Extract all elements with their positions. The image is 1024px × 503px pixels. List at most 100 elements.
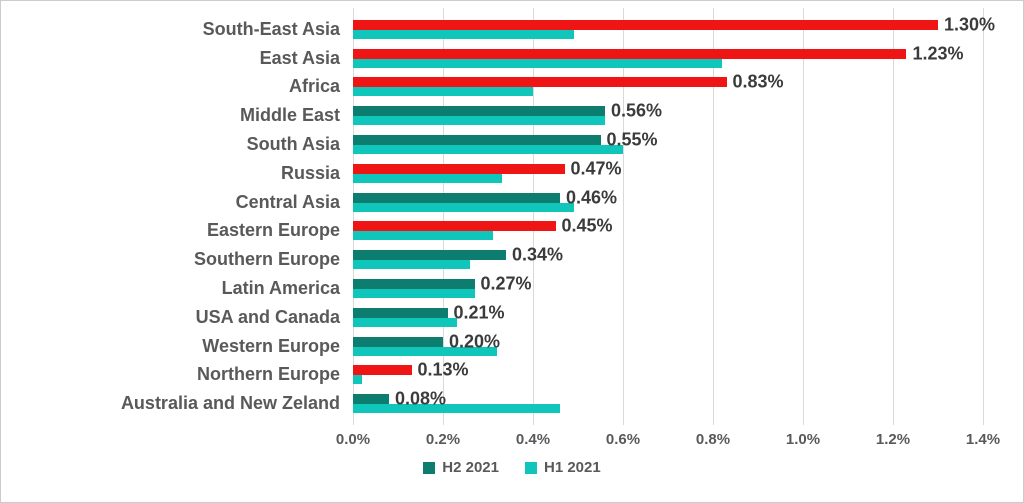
- chart-row: Western Europe 0.20%: [1, 331, 1023, 361]
- bar-group: 0.55%: [353, 130, 983, 155]
- chart-row: USA and Canada 0.21%: [1, 302, 1023, 332]
- h2-2021-bar: 0.27%: [353, 274, 532, 294]
- h2-2021-bar: 0.46%: [353, 187, 617, 207]
- data-label: 0.83%: [732, 71, 784, 92]
- data-label: 1.30%: [943, 14, 996, 35]
- h1-2021-bar: [353, 260, 470, 270]
- h1-2021-bar: [353, 145, 623, 155]
- legend-item-h1-2021: H1 2021: [525, 459, 601, 476]
- chart-row: Central Asia 0.46%: [1, 187, 1023, 217]
- data-label: 0.27%: [480, 273, 532, 294]
- chart-row: South-East Asia 1.30%: [1, 14, 1023, 44]
- h2-2021-bar: 0.13%: [353, 360, 469, 380]
- gridline: [803, 8, 804, 426]
- category-label: South Asia: [246, 134, 340, 155]
- h1-2021-bar: [353, 58, 722, 68]
- data-label: 0.45%: [561, 215, 613, 236]
- chart-row: Northern Europe 0.13%: [1, 360, 1023, 390]
- h2-2021-bar: 0.83%: [353, 72, 784, 92]
- chart-row: Russia 0.47%: [1, 158, 1023, 188]
- bar-group: 0.08%: [353, 389, 983, 414]
- h2-2021-bar: 0.47%: [353, 158, 622, 178]
- data-label: 1.23%: [912, 43, 964, 64]
- category-label: Northern Europe: [196, 364, 340, 385]
- category-label: Russia: [280, 162, 340, 183]
- gridline: [353, 8, 354, 426]
- h2-2021-bar: 1.23%: [353, 43, 964, 63]
- data-label: 0.56%: [611, 100, 663, 121]
- bar-group: 0.34%: [353, 245, 983, 270]
- bar-group: 0.20%: [353, 331, 983, 356]
- gridline: [443, 8, 444, 426]
- h2-2021-bar: 0.20%: [353, 331, 500, 351]
- h2-2021-bar: 0.45%: [353, 216, 613, 236]
- bar-group: 0.56%: [353, 101, 983, 126]
- chart-row: Australia and New Zeland 0.08%: [1, 389, 1023, 418]
- data-label: 0.55%: [606, 129, 658, 150]
- h1-2021-bar: [353, 231, 493, 241]
- data-label: 0.46%: [566, 187, 618, 208]
- h1-2021-bar: [353, 29, 574, 39]
- chart-row: Eastern Europe 0.45%: [1, 216, 1023, 246]
- plot-region: South-East Asia 1.30% East Asia 1.23% Africa…: [1, 8, 1023, 426]
- bar-group: 0.46%: [353, 187, 983, 212]
- h2-2021-bar: 1.30%: [353, 14, 995, 34]
- category-label: Central Asia: [235, 191, 340, 212]
- h1-2021-bar: [353, 116, 605, 126]
- data-label: 0.34%: [512, 244, 564, 265]
- category-label: Latin America: [221, 278, 340, 299]
- bar-group: 0.27%: [353, 274, 983, 299]
- h1-2021-bar: [353, 375, 362, 385]
- data-label: 0.20%: [449, 331, 501, 352]
- h2-2021-swatch-icon: [423, 461, 436, 474]
- rows: South-East Asia 1.30% East Asia 1.23% Africa…: [1, 14, 1023, 418]
- h1-2021-bar: [353, 317, 457, 327]
- chart-row: East Asia 1.23%: [1, 43, 1023, 73]
- legend-label: H1 2021: [544, 459, 601, 477]
- category-label: South-East Asia: [202, 18, 340, 39]
- gridlines: [353, 8, 984, 426]
- x-axis-tick-label: 0.2%: [425, 431, 461, 449]
- h1-2021-bar: [353, 202, 574, 212]
- category-label: Southern Europe: [193, 249, 340, 270]
- category-label: USA and Canada: [195, 306, 340, 327]
- bar-group: 0.47%: [353, 158, 983, 183]
- category-label: East Asia: [259, 47, 340, 68]
- h2-2021-bar: 0.56%: [353, 101, 662, 121]
- chart-row: Middle East 0.56%: [1, 101, 1023, 130]
- bar-group: 1.30%: [353, 14, 995, 39]
- h1-2021-bar: [353, 346, 497, 356]
- x-axis-tick-label: 1.0%: [785, 431, 821, 449]
- h1-2021-bar: [353, 87, 533, 97]
- data-label: 0.08%: [395, 388, 447, 409]
- bar-group: 0.21%: [353, 302, 983, 327]
- bar-group: 0.83%: [353, 72, 983, 97]
- data-label: 0.21%: [453, 302, 505, 323]
- x-axis-tick-label: 0.0%: [335, 431, 371, 449]
- h2-2021-bar: 0.21%: [353, 302, 505, 322]
- category-label: Eastern Europe: [206, 220, 340, 241]
- legend-item-h2-2021: H2 2021: [423, 459, 499, 476]
- category-label: Western Europe: [202, 335, 340, 356]
- x-axis-tick-label: 0.8%: [695, 431, 731, 449]
- h2-2021-bar: 0.34%: [353, 245, 563, 265]
- gridline: [713, 8, 714, 426]
- category-label: Africa: [288, 76, 340, 97]
- bar-group: 1.23%: [353, 43, 983, 68]
- h1-2021-swatch-icon: [525, 461, 537, 474]
- h1-2021-bar: [353, 404, 560, 414]
- chart-row: Africa 0.83%: [1, 72, 1023, 102]
- gridline: [623, 8, 624, 426]
- bar-group: 0.13%: [353, 360, 983, 385]
- data-label: 0.47%: [570, 158, 622, 179]
- chart-row: Latin America 0.27%: [1, 274, 1023, 303]
- x-axis: 0.0% 0.2% 0.4% 0.6% 0.8% 1.0% 1.2% 1.4%: [336, 427, 1000, 453]
- gridline: [893, 8, 894, 426]
- x-axis-tick-label: 1.4%: [965, 431, 1001, 449]
- gridline: [533, 8, 534, 426]
- h2-2021-bar: 0.08%: [353, 389, 446, 409]
- x-axis-tick-label: 0.4%: [515, 431, 551, 449]
- bar-group: 0.45%: [353, 216, 983, 241]
- h1-2021-bar: [353, 289, 475, 299]
